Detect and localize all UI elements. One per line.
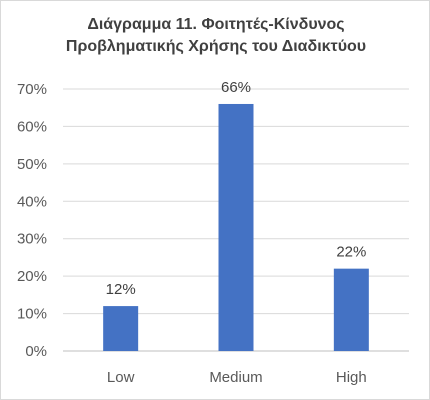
y-tick-label: 40% <box>17 193 47 210</box>
y-tick-label: 60% <box>17 118 47 135</box>
x-tick-label: Low <box>107 369 135 386</box>
bar <box>103 306 139 351</box>
y-tick-label: 10% <box>17 306 47 323</box>
bar <box>218 103 254 351</box>
x-tick-label: High <box>336 369 367 386</box>
chart-title-line-2: Προβληματικής Χρήσης του Διαδικτύου <box>65 38 367 55</box>
chart-title: Διάγραμμα 11. Φοιτητές-Κίνδυνος Προβλημα… <box>1 14 430 58</box>
data-label: 66% <box>221 79 251 96</box>
chart-title-line-1: Διάγραμμα 11. Φοιτητές-Κίνδυνος <box>87 16 345 33</box>
data-label: 12% <box>106 281 136 298</box>
x-tick-label: Medium <box>209 369 262 386</box>
data-label: 22% <box>336 244 366 261</box>
bar <box>333 268 369 351</box>
y-tick-label: 30% <box>17 231 47 248</box>
y-tick-label: 20% <box>17 268 47 285</box>
y-tick-label: 70% <box>17 81 47 98</box>
y-tick-label: 50% <box>17 156 47 173</box>
y-tick-label: 0% <box>25 343 47 360</box>
